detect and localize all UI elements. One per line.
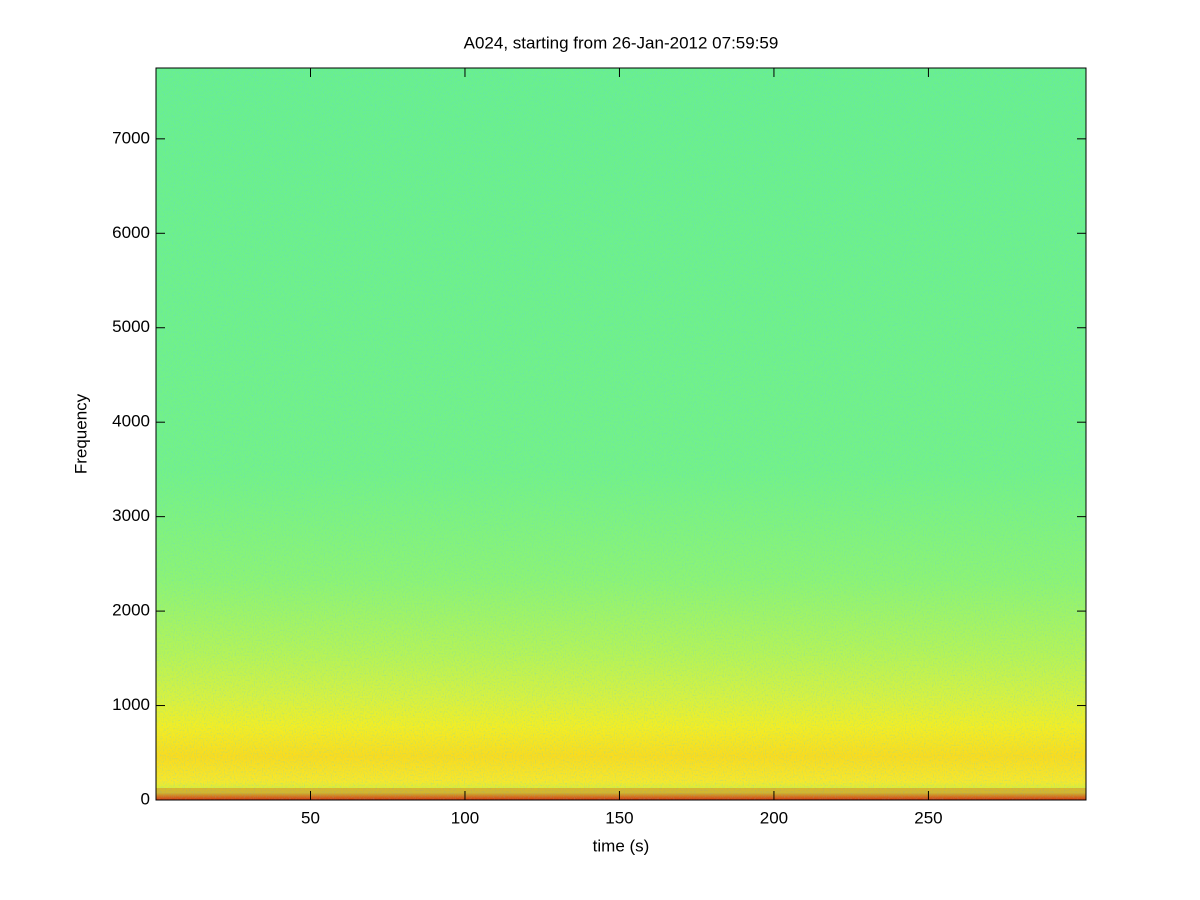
y-tick-label: 4000: [112, 412, 150, 431]
y-tick-label: 0: [141, 789, 150, 808]
chart-title: A024, starting from 26-Jan-2012 07:59:59: [464, 33, 779, 52]
plot-area: [155, 67, 1087, 801]
y-tick-label: 6000: [112, 223, 150, 242]
x-axis-label: time (s): [593, 836, 650, 855]
x-tick-label: 50: [301, 808, 320, 827]
y-tick-label: 3000: [112, 506, 150, 525]
x-tick-label: 100: [451, 808, 479, 827]
y-tick-label: 1000: [112, 695, 150, 714]
y-tick-label: 5000: [112, 317, 150, 336]
y-axis-label: Frequency: [71, 393, 90, 474]
spectrogram-texture: [156, 68, 1086, 800]
x-tick-label: 150: [605, 808, 633, 827]
low-band: [156, 788, 1086, 800]
axes-box: [155, 67, 1087, 801]
y-tick-label: 2000: [112, 601, 150, 620]
x-tick-label: 200: [760, 808, 788, 827]
x-tick-label: 250: [914, 808, 942, 827]
y-tick-label: 7000: [112, 128, 150, 147]
